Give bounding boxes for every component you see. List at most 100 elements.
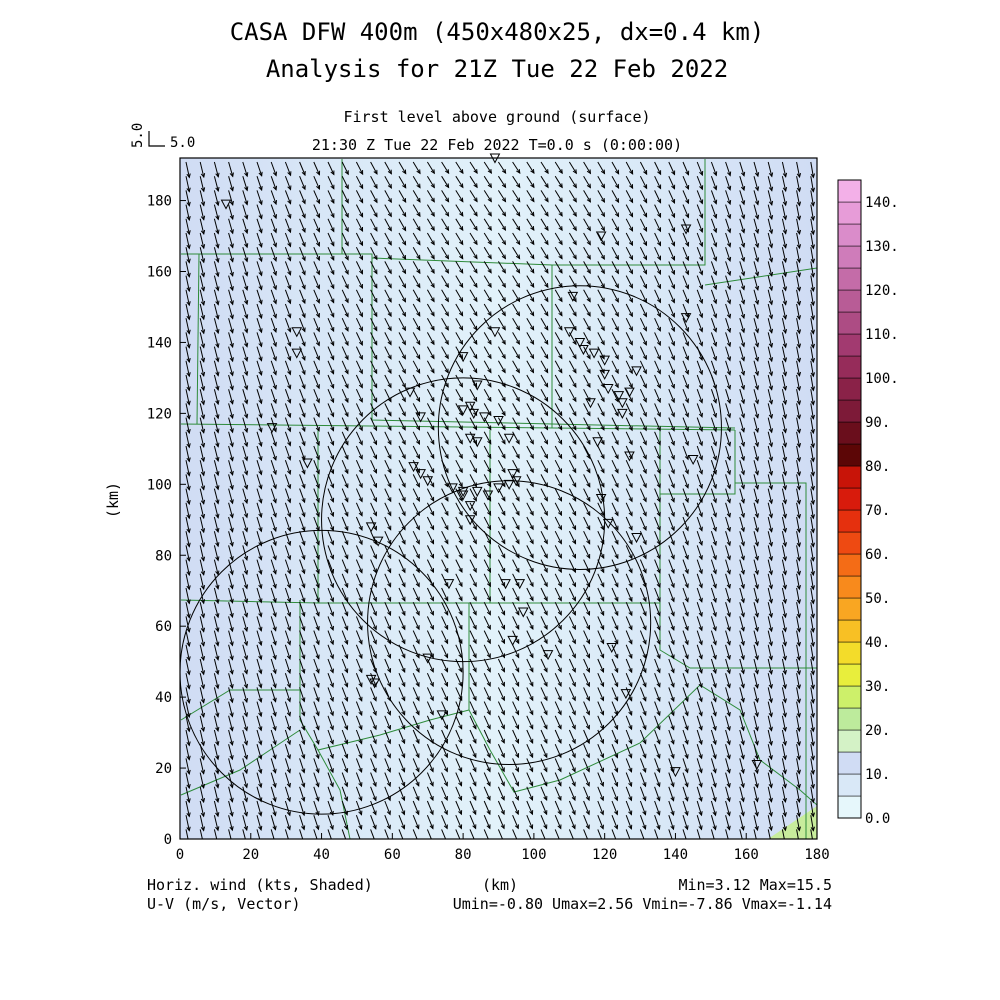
wind-vector-head bbox=[782, 826, 787, 832]
wind-vector bbox=[242, 715, 248, 731]
wind-vector-head bbox=[670, 583, 675, 589]
wind-vector-head bbox=[614, 682, 619, 688]
wind-vector bbox=[455, 190, 464, 202]
wind-vector bbox=[512, 303, 520, 316]
wind-vector-head bbox=[200, 386, 206, 392]
wind-vector-head bbox=[740, 186, 746, 192]
wind-vector-head bbox=[670, 682, 675, 688]
wind-vector-head bbox=[515, 382, 520, 388]
wind-vector-head bbox=[782, 442, 788, 448]
wind-vector-head bbox=[642, 796, 647, 802]
wind-vector-head bbox=[387, 497, 392, 503]
wind-vector bbox=[270, 516, 277, 532]
wind-vector bbox=[284, 389, 291, 404]
wind-vector bbox=[199, 800, 205, 817]
wind-vector bbox=[441, 672, 448, 687]
wind-vector bbox=[341, 445, 349, 460]
wind-vector bbox=[597, 303, 605, 317]
wind-vector-head bbox=[200, 712, 206, 718]
wind-vector bbox=[583, 204, 591, 217]
wind-vector-head bbox=[330, 369, 335, 375]
wind-vector-head bbox=[684, 611, 689, 617]
wind-vector bbox=[696, 559, 703, 574]
wind-vector-head bbox=[529, 339, 535, 346]
wind-vector-head bbox=[529, 710, 534, 716]
wind-vector bbox=[512, 360, 520, 373]
wind-vector-head bbox=[429, 724, 434, 730]
wind-vector-head bbox=[330, 497, 335, 503]
wind-vector-head bbox=[372, 554, 377, 560]
wind-vector-head bbox=[358, 454, 363, 460]
wind-vector-head bbox=[768, 684, 773, 690]
wind-vector bbox=[299, 616, 305, 631]
wind-vector-head bbox=[726, 399, 732, 405]
wind-vector-head bbox=[529, 582, 534, 588]
wind-vector-head bbox=[571, 739, 576, 745]
wind-vector bbox=[710, 346, 717, 361]
wind-vector bbox=[512, 445, 520, 459]
wind-vector-head bbox=[501, 211, 507, 217]
wind-vector-head bbox=[243, 598, 249, 604]
wind-vector-head bbox=[330, 839, 333, 843]
wind-vector bbox=[540, 658, 548, 672]
wind-vector-head bbox=[782, 499, 788, 505]
wind-vector-head bbox=[698, 299, 704, 305]
wind-vector bbox=[654, 488, 661, 502]
wind-vector-head bbox=[200, 244, 206, 250]
wind-vector-head bbox=[358, 611, 363, 617]
wind-vector bbox=[199, 232, 205, 249]
wind-vector-head bbox=[315, 512, 320, 518]
wind-vector-head bbox=[656, 440, 661, 446]
wind-vector-head bbox=[229, 712, 234, 718]
wind-vector bbox=[739, 616, 745, 631]
wind-vector-head bbox=[215, 343, 220, 349]
wind-vector-head bbox=[229, 627, 234, 633]
wind-vector-head bbox=[387, 411, 392, 417]
wind-vector-head bbox=[501, 553, 506, 559]
wind-vector-head bbox=[315, 668, 320, 674]
wind-vector bbox=[796, 715, 800, 732]
wind-vector bbox=[526, 800, 533, 815]
station-marker bbox=[468, 408, 480, 419]
wind-vector bbox=[483, 261, 492, 274]
wind-vector-head bbox=[387, 639, 392, 645]
wind-vector-head bbox=[200, 556, 206, 562]
wind-vector bbox=[469, 743, 477, 758]
wind-vector-head bbox=[430, 169, 435, 175]
wind-vector-head bbox=[557, 539, 562, 545]
field-minmax: Min=3.12 Max=15.5 bbox=[678, 876, 832, 894]
wind-vector-head bbox=[656, 412, 661, 418]
wind-vector-head bbox=[515, 411, 520, 417]
wind-vector bbox=[810, 374, 814, 391]
wind-vector-head bbox=[557, 525, 562, 531]
wind-vector bbox=[483, 672, 491, 687]
wind-vector bbox=[370, 744, 377, 758]
wind-vector-head bbox=[810, 272, 816, 278]
wind-vector bbox=[370, 516, 377, 531]
wind-vector bbox=[469, 289, 478, 302]
wind-vector bbox=[725, 374, 731, 390]
wind-vector-head bbox=[229, 726, 234, 732]
wind-vector bbox=[583, 701, 590, 715]
wind-vector bbox=[568, 815, 576, 829]
wind-vector-head bbox=[516, 183, 521, 189]
wind-vector bbox=[185, 360, 190, 377]
station-marker bbox=[415, 412, 426, 423]
wind-vector bbox=[767, 417, 773, 433]
wind-vector-head bbox=[258, 228, 263, 234]
wind-vector bbox=[355, 246, 363, 260]
wind-vector bbox=[654, 729, 661, 744]
wind-vector-head bbox=[782, 243, 788, 249]
wind-vector-head bbox=[796, 641, 801, 647]
wind-vector bbox=[540, 587, 548, 601]
wind-vector-head bbox=[557, 710, 562, 716]
wind-vector bbox=[341, 687, 348, 702]
wind-vector-head bbox=[301, 711, 306, 717]
wind-vector bbox=[781, 715, 786, 731]
wind-vector-head bbox=[272, 797, 277, 803]
wind-vector bbox=[696, 673, 703, 688]
wind-vector-head bbox=[486, 624, 491, 630]
wind-vector bbox=[583, 261, 591, 274]
wind-vector-head bbox=[444, 468, 449, 474]
wind-vector bbox=[767, 815, 772, 831]
